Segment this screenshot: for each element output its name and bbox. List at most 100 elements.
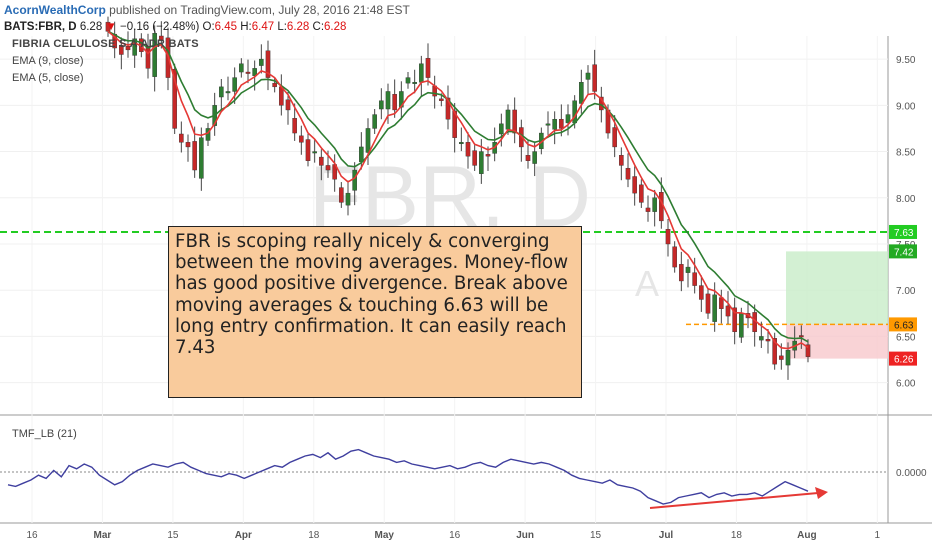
candle-body bbox=[185, 142, 191, 148]
candle-body bbox=[192, 141, 197, 171]
publish-info: published on TradingView.com, July 28, 2… bbox=[109, 3, 410, 17]
low-label: L: bbox=[277, 21, 287, 33]
candle-body bbox=[199, 137, 204, 179]
profit-price-tag-bg bbox=[889, 244, 917, 259]
candle-body bbox=[579, 82, 584, 104]
price-tags: 7.63 7.42 6.63 6.26 bbox=[889, 224, 917, 366]
ema5-line bbox=[107, 30, 809, 350]
candle-body bbox=[625, 167, 631, 180]
candle-body bbox=[639, 184, 644, 203]
target-price-tag: 7.63 bbox=[894, 228, 914, 239]
time-tick-label: 18 bbox=[731, 530, 743, 541]
candle-body bbox=[412, 82, 417, 84]
loss-zone bbox=[786, 324, 888, 359]
candle-body bbox=[479, 151, 484, 174]
price-tick-label: 8.00 bbox=[896, 194, 916, 205]
candle-body bbox=[585, 72, 591, 80]
time-tick-label: 16 bbox=[26, 530, 38, 541]
candle-body bbox=[699, 285, 704, 300]
candle-body bbox=[105, 21, 111, 32]
ema5-legend[interactable]: EMA (5, close) bbox=[12, 72, 84, 84]
candle-body bbox=[125, 45, 131, 51]
high-label: H: bbox=[240, 21, 252, 33]
candle-body bbox=[765, 339, 771, 342]
candle-body bbox=[512, 109, 517, 134]
price-change: −0.16 (−2.48%) bbox=[120, 21, 200, 33]
price-tick-label: 6.00 bbox=[896, 379, 916, 390]
candle-body bbox=[779, 355, 784, 360]
price-tick-label: 9.00 bbox=[896, 101, 916, 112]
candle-body bbox=[172, 69, 177, 129]
candle-body bbox=[285, 99, 291, 111]
high-value: 6.47 bbox=[251, 21, 275, 33]
candle-body bbox=[359, 146, 364, 162]
candle-body bbox=[785, 350, 791, 366]
candle-body bbox=[292, 118, 297, 134]
candle-body bbox=[665, 228, 671, 245]
open-value: 6.45 bbox=[214, 21, 238, 33]
candle-body bbox=[459, 142, 464, 145]
price-tick-label: 7.00 bbox=[896, 286, 916, 297]
candle-body bbox=[672, 246, 677, 268]
time-tick-label: 18 bbox=[308, 530, 320, 541]
candle-body bbox=[265, 50, 271, 78]
symbol-label: BATS:FBR, D bbox=[4, 21, 77, 33]
candle-body bbox=[299, 135, 304, 143]
candle-body bbox=[679, 264, 684, 282]
candle-body bbox=[452, 110, 457, 138]
candle-body bbox=[799, 335, 804, 338]
candle-body bbox=[499, 123, 504, 135]
candle-body bbox=[385, 91, 391, 110]
candle-body bbox=[145, 45, 151, 69]
target-price-tag-bg bbox=[889, 224, 917, 239]
candle-body bbox=[345, 192, 351, 206]
candle-body bbox=[525, 155, 531, 161]
candle-body bbox=[325, 165, 331, 171]
time-tick-label: 15 bbox=[167, 530, 179, 541]
trade-zones bbox=[786, 251, 888, 359]
candle-body bbox=[259, 58, 264, 66]
candle-body bbox=[559, 118, 564, 129]
candle-body bbox=[219, 86, 224, 98]
symbol-legend: BATS:FBR, D 6.28 ▼ −0.16 (−2.48%) O:6.45… bbox=[4, 21, 346, 33]
tmf-legend[interactable]: TMF_LB (21) bbox=[12, 428, 77, 440]
candle-body bbox=[419, 63, 424, 83]
candle-body bbox=[632, 176, 637, 194]
price-tick-label: 8.50 bbox=[896, 148, 916, 159]
candle-body bbox=[772, 338, 777, 365]
candles bbox=[105, 16, 811, 380]
annotation-note: FBR is scoping really nicely & convergin… bbox=[168, 226, 582, 398]
candle-body bbox=[565, 114, 571, 124]
candle-body bbox=[159, 35, 164, 41]
candle-body bbox=[485, 154, 491, 157]
time-tick-label: Jul bbox=[659, 530, 674, 541]
candle-body bbox=[705, 293, 711, 314]
down-arrow-icon: ▼ bbox=[105, 21, 117, 33]
divergence-arrow bbox=[649, 492, 819, 509]
candle-body bbox=[712, 294, 717, 322]
candle-body bbox=[132, 38, 137, 56]
candle-body bbox=[805, 344, 811, 357]
candle-body bbox=[505, 109, 511, 130]
time-tick-label: Jun bbox=[516, 530, 534, 541]
candle-body bbox=[365, 128, 371, 153]
candle-body bbox=[305, 139, 311, 161]
candle-body bbox=[405, 77, 411, 84]
candle-body bbox=[732, 307, 737, 333]
entry-price-tag-bg bbox=[889, 317, 917, 332]
stop-price-tag-bg bbox=[889, 351, 917, 366]
candle-body bbox=[532, 151, 537, 164]
candle-body bbox=[445, 97, 451, 120]
candle-body bbox=[465, 142, 471, 157]
candle-body bbox=[245, 71, 251, 74]
time-tick-label: 16 bbox=[449, 530, 461, 541]
close-label: C: bbox=[312, 21, 325, 33]
time-tick-label: 1 bbox=[875, 530, 881, 541]
profit-zone bbox=[786, 251, 888, 325]
candle-body bbox=[739, 313, 744, 338]
ema9-legend[interactable]: EMA (9, close) bbox=[12, 55, 84, 67]
candle-body bbox=[545, 123, 551, 126]
time-axis: 16 Mar 15 Apr 18 May 16 Jun 15 Jul 18 Aug 1 bbox=[26, 530, 880, 541]
author-link[interactable]: AcornWealthCorp bbox=[4, 3, 106, 17]
candle-body bbox=[379, 100, 384, 110]
